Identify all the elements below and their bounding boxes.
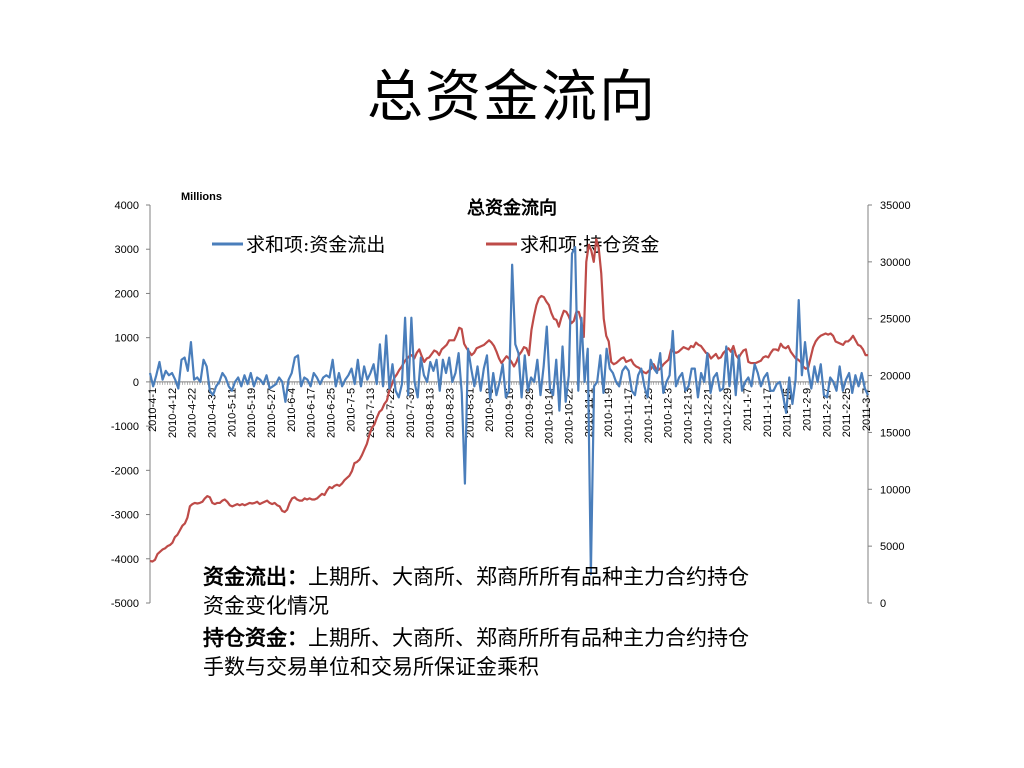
x-tick-label: 2010-11-9 <box>603 388 615 437</box>
x-tick-label: 2010-9-16 <box>504 388 516 438</box>
x-tick-label: 2010-12-13 <box>683 388 695 444</box>
x-tick-label: 2010-7-30 <box>405 388 417 438</box>
x-tick-label: 2010-7-5 <box>345 388 357 432</box>
x-tick-label: 2010-5-11 <box>226 388 238 437</box>
note-outflow-text: 上期所、大商所、郑商所所有品种主力合约持仓资金变化情况 <box>203 565 749 618</box>
x-tick-label: 2010-5-27 <box>266 388 278 438</box>
x-tick-label: 2010-4-12 <box>167 388 179 438</box>
plot-layer <box>148 238 869 576</box>
x-tick-label: 2011-2-9 <box>802 388 814 431</box>
left-tick-label: 0 <box>133 377 139 389</box>
left-tick-label: -5000 <box>111 598 139 610</box>
x-tick-label: 2010-12-3 <box>663 388 675 438</box>
x-tick-label: 2011-1-17 <box>762 388 774 437</box>
right-tick-label: 10000 <box>880 484 911 496</box>
note-outflow: 资金流出：上期所、大商所、郑商所所有品种主力合约持仓资金变化情况 <box>203 562 763 621</box>
x-tick-label: 2010-6-25 <box>326 388 338 438</box>
left-tick-label: 3000 <box>115 244 139 256</box>
x-tick-label: 2011-3-7 <box>861 388 873 431</box>
x-tick-label: 2010-9-29 <box>524 388 536 438</box>
left-tick-label: 4000 <box>115 200 139 212</box>
x-tick-label: 2010-11-25 <box>643 388 655 443</box>
right-tick-label: 5000 <box>880 541 904 553</box>
x-tick-label: 2010-8-13 <box>425 388 437 438</box>
right-tick-label: 15000 <box>880 427 911 439</box>
left-tick-label: 2000 <box>115 288 139 300</box>
x-tick-label: 2010-5-19 <box>246 388 258 438</box>
left-tick-label: -1000 <box>111 421 139 433</box>
x-tick-label: 2010-8-23 <box>445 388 457 438</box>
legend-label-outflow: 求和项:资金流出 <box>246 234 385 256</box>
x-tick-label: 2010-6-4 <box>286 388 298 432</box>
x-tick-label: 2011-1-7 <box>742 388 754 431</box>
x-tick-label: 2010-11-17 <box>623 388 635 443</box>
x-tick-label: 2010-4-30 <box>207 388 219 438</box>
chart-unit-label: Millions <box>181 191 222 203</box>
x-tick-label: 2010-12-29 <box>722 388 734 444</box>
chart-title: 总资金流向 <box>467 197 557 219</box>
x-tick-label: 2010-7-22 <box>385 388 397 438</box>
note-holding: 持仓资金：上期所、大商所、郑商所所有品种主力合约持仓手数与交易单位和交易所保证金… <box>203 623 763 682</box>
right-tick-label: 25000 <box>880 314 911 326</box>
left-tick-label: 1000 <box>115 333 139 345</box>
slide-title: 总资金流向 <box>367 65 657 130</box>
right-tick-label: 30000 <box>880 257 911 269</box>
x-tick-label: 2011-2-25 <box>841 388 853 437</box>
left-tick-label: -3000 <box>111 510 139 522</box>
x-tick-label: 2010-4-22 <box>187 388 199 438</box>
x-tick-label: 2011-2-17 <box>821 388 833 437</box>
note-holding-text: 上期所、大商所、郑商所所有品种主力合约持仓手数与交易单位和交易所保证金乘积 <box>203 626 749 679</box>
x-tick-label: 2010-12-21 <box>702 388 714 444</box>
right-tick-label: 20000 <box>880 371 911 383</box>
note-outflow-term: 资金流出： <box>203 564 308 589</box>
series-line-outflow <box>148 245 869 576</box>
right-tick-label: 35000 <box>880 200 911 212</box>
left-tick-label: -4000 <box>111 554 139 566</box>
left-tick-label: -2000 <box>111 465 139 477</box>
x-tick-label: 2010-9-8 <box>484 388 496 432</box>
note-holding-term: 持仓资金： <box>203 625 308 650</box>
right-tick-label: 0 <box>880 598 886 610</box>
x-tick-label: 2010-10-14 <box>544 388 556 444</box>
x-tick-label: 2010-4-1 <box>147 388 159 432</box>
axes-layer: 40003000200010000-1000-2000-3000-4000-50… <box>111 200 911 610</box>
x-tick-label: 2010-6-17 <box>306 388 318 438</box>
